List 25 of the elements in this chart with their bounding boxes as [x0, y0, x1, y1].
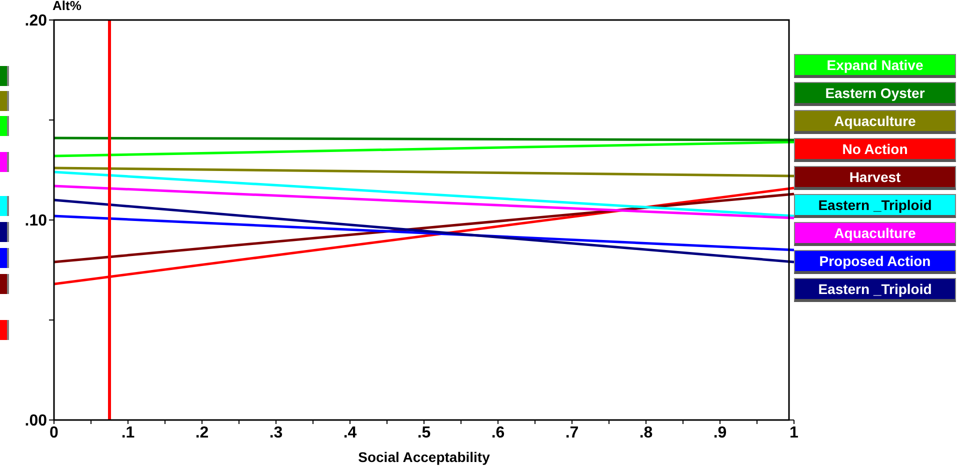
x-tick-label: .2	[195, 424, 209, 442]
x-axis-title: Social Acceptability	[358, 449, 490, 465]
text: Eastern _Triploid	[794, 278, 956, 302]
y-tick-label: .00	[24, 412, 48, 430]
text: Aquaculture	[794, 110, 956, 134]
x-tick-label: .4	[343, 424, 357, 442]
x-tick-label: .7	[565, 424, 579, 442]
text: Harvest	[794, 166, 956, 190]
y-tick-label: .20	[24, 12, 48, 30]
x-tick-label: .3	[269, 424, 283, 442]
series-label: Eastern _Triploid	[794, 194, 956, 218]
y-tick-label: .10	[24, 212, 48, 230]
text: No Action	[794, 138, 956, 162]
x-tick-label: 1	[790, 424, 799, 442]
y-axis-title: Alt%	[52, 0, 82, 13]
x-tick-label: .5	[417, 424, 431, 442]
x-tick-label: .8	[639, 424, 653, 442]
x-tick-label: 0	[50, 424, 59, 442]
text: Aquaculture	[794, 222, 956, 246]
text: Expand Native	[794, 54, 956, 78]
series-label: Proposed Action	[794, 250, 956, 274]
x-tick-label: .9	[713, 424, 727, 442]
text: Eastern Oyster	[794, 82, 956, 106]
x-tick-label: .6	[491, 424, 505, 442]
x-tick-label: .1	[121, 424, 135, 442]
